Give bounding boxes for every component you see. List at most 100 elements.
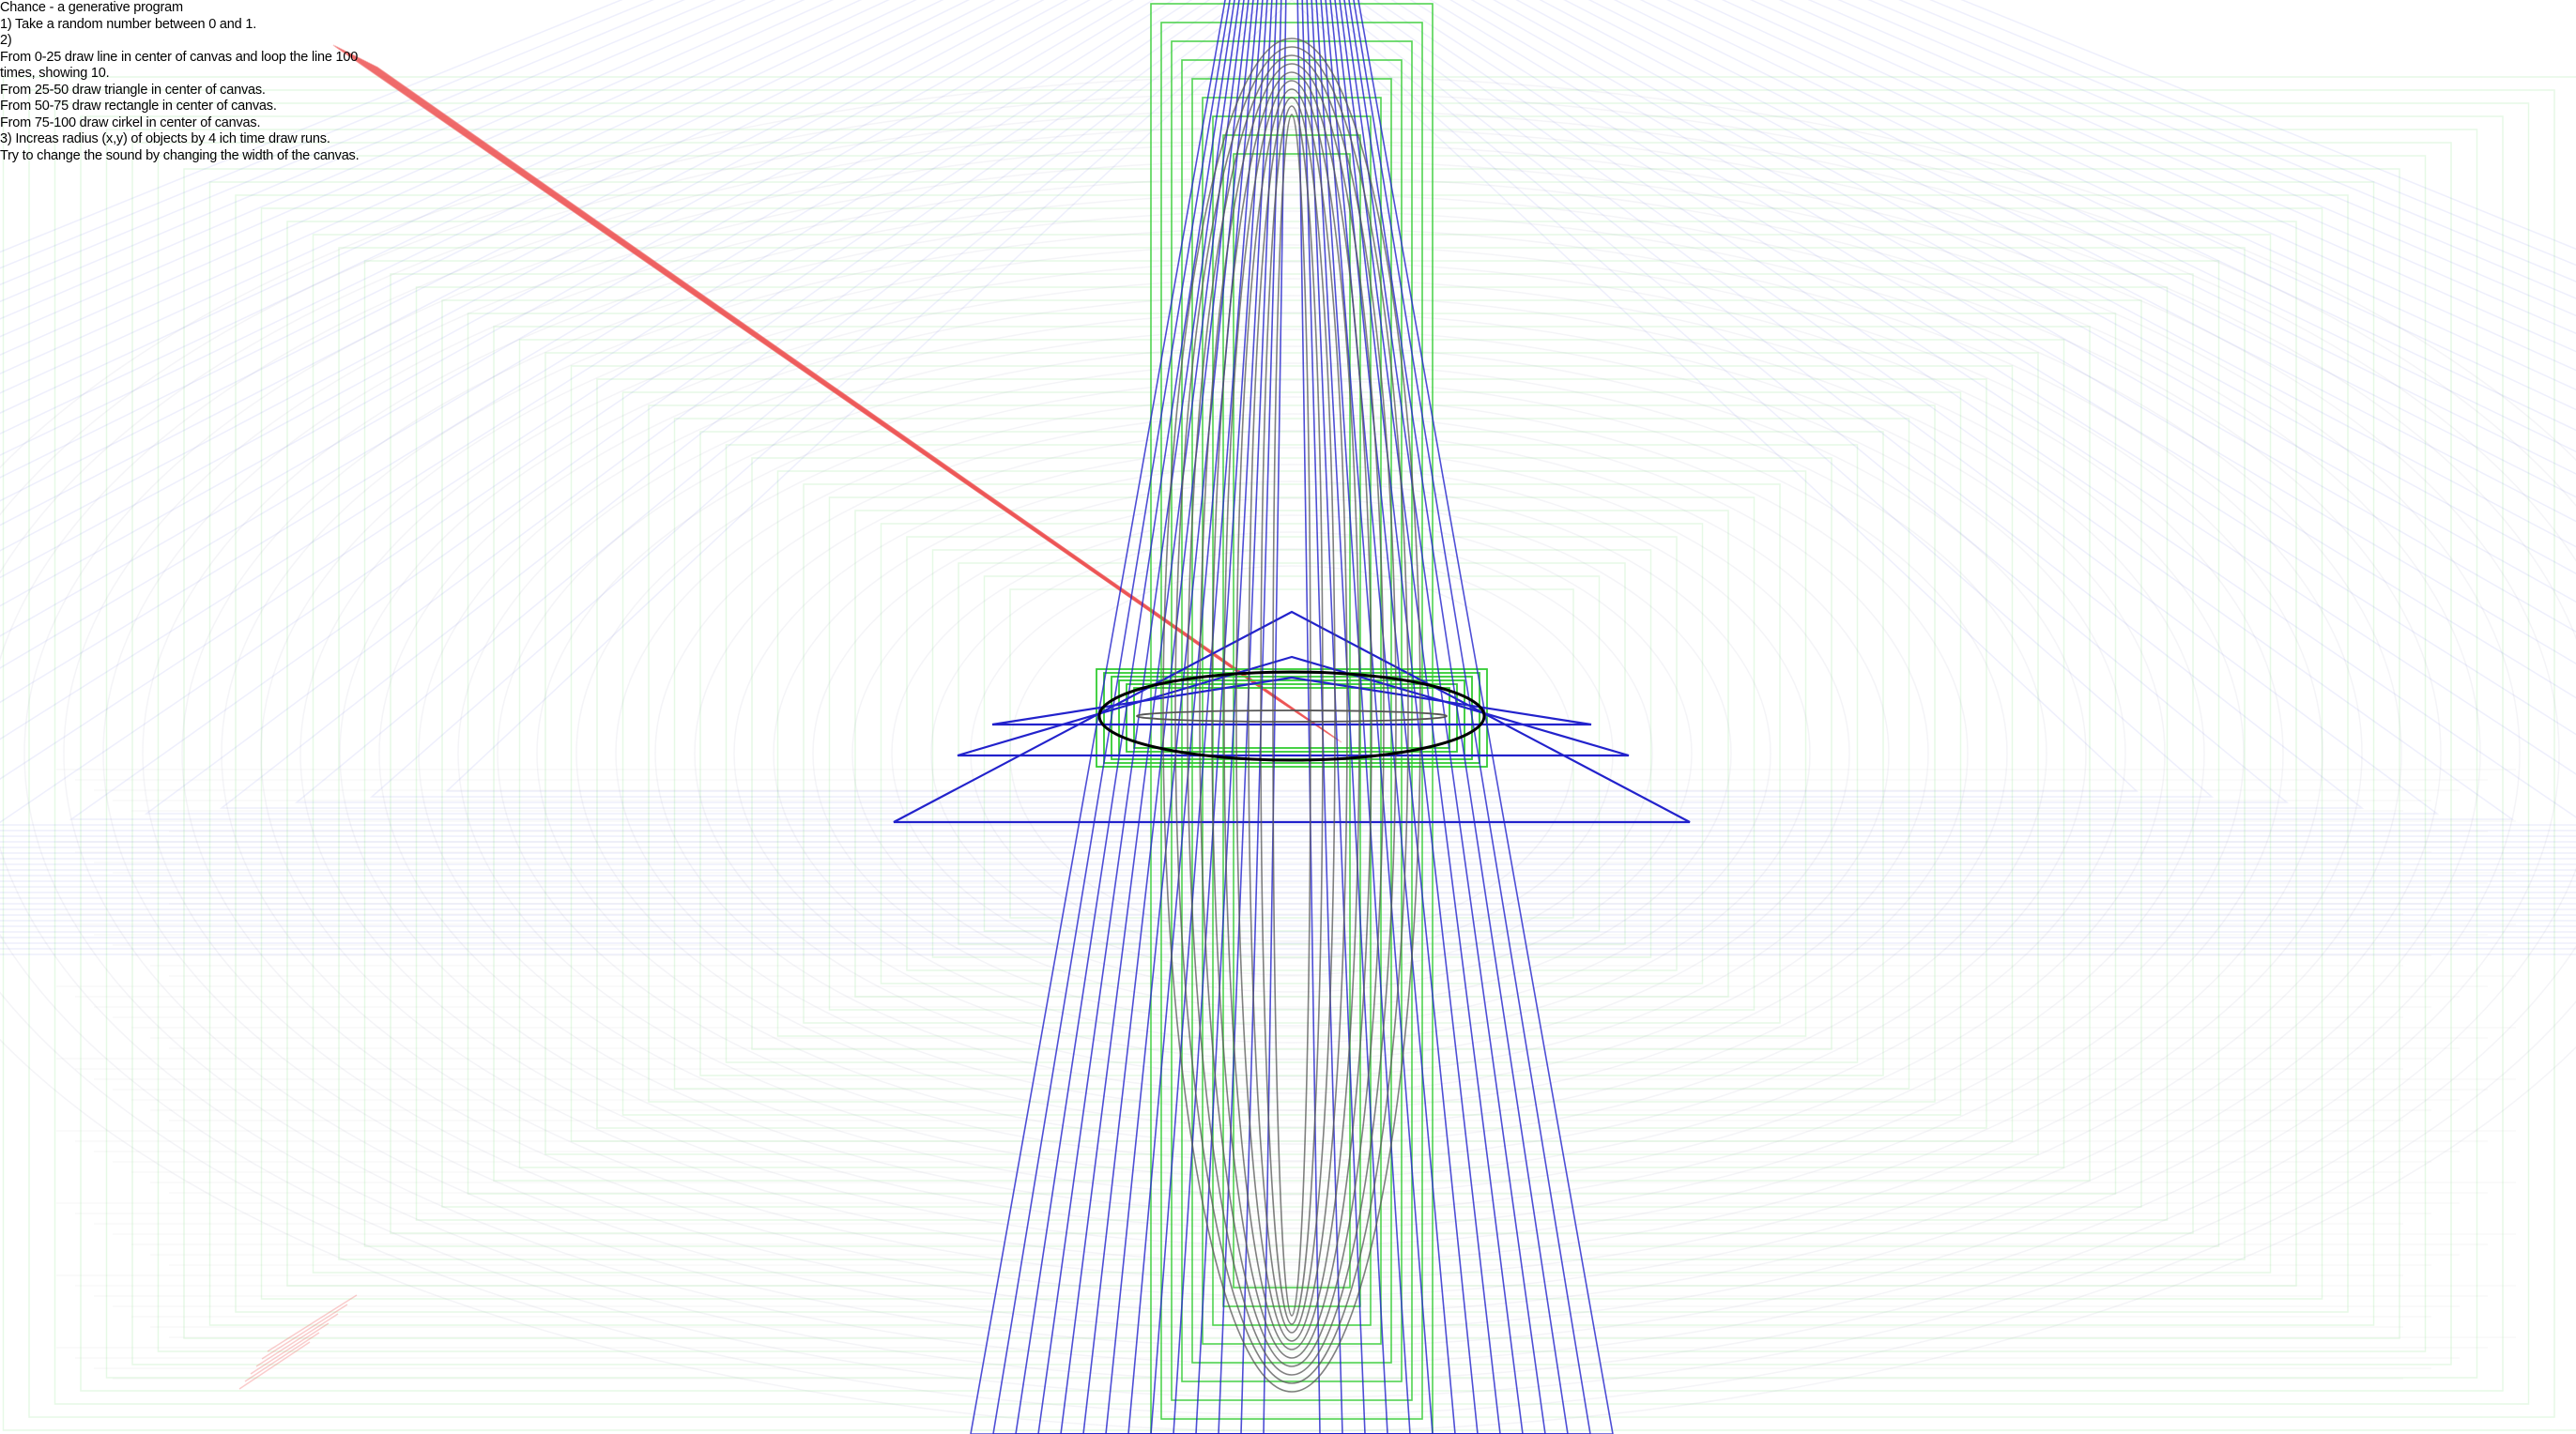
faded-triangle xyxy=(0,0,2576,938)
red-line xyxy=(267,1294,358,1352)
blue-triangle xyxy=(1082,0,1501,1434)
grey-ellipse xyxy=(1199,63,1385,1367)
grey-ellipse xyxy=(1235,88,1348,1342)
faded-triangle xyxy=(0,0,2576,837)
instructions-hint: Try to change the sound by changing the … xyxy=(0,147,360,163)
faded-triangle xyxy=(0,0,2576,927)
green-rectangle xyxy=(1133,687,1450,749)
faded-rectangle xyxy=(54,102,2530,1405)
faded-rectangle xyxy=(467,313,2117,1195)
faded-rectangle xyxy=(363,260,2220,1247)
red-line xyxy=(370,63,1334,738)
faded-rectangle xyxy=(80,115,2504,1392)
green-rectangle xyxy=(1171,40,1413,1401)
red-line xyxy=(360,58,1320,728)
faded-triangle xyxy=(0,0,2576,910)
faded-ellipse xyxy=(142,193,2442,1314)
red-line xyxy=(345,51,1297,713)
faded-ellipse xyxy=(970,548,1614,959)
faded-rectangle xyxy=(518,339,2065,1168)
blue-triangle xyxy=(957,655,1630,757)
faded-rectangle xyxy=(1009,588,1574,919)
faded-rectangle xyxy=(2,76,2576,1431)
instructions-step-2a: From 0-25 draw line in center of canvas … xyxy=(0,49,359,82)
faded-triangle xyxy=(0,0,2576,871)
faded-rectangle xyxy=(286,221,2297,1287)
blue-triangle xyxy=(1195,0,1388,1434)
red-line-stack xyxy=(238,44,1342,1390)
red-line xyxy=(250,1322,330,1375)
faded-ellipse xyxy=(694,430,1890,1077)
faded-rectangle xyxy=(260,207,2323,1300)
grey-ellipse xyxy=(1162,38,1421,1393)
faded-ellipse xyxy=(378,295,2205,1213)
faded-rectangle xyxy=(544,352,2039,1155)
faded-triangle xyxy=(0,0,2576,848)
grey-ellipse xyxy=(1223,80,1360,1350)
faded-rectangle xyxy=(28,89,2555,1418)
faded-ellipse xyxy=(891,514,1693,993)
red-line xyxy=(359,57,1317,726)
current-shapes-layer xyxy=(1097,670,1486,762)
red-line xyxy=(347,52,1300,715)
faded-ellipse xyxy=(851,497,1732,1010)
faded-rectangle xyxy=(183,168,2400,1339)
faded-ellipse xyxy=(615,396,1969,1111)
faded-triangle xyxy=(445,0,2139,792)
red-line xyxy=(366,61,1328,734)
blue-triangle xyxy=(1105,0,1479,1434)
grey-ellipse xyxy=(1260,105,1324,1325)
faded-triangle xyxy=(0,0,2576,899)
faded-rectangle xyxy=(776,470,1807,1037)
faded-triangle xyxy=(144,0,2440,815)
current-ellipse xyxy=(1097,670,1486,762)
blue-triangle xyxy=(970,0,1614,1434)
faded-triangle xyxy=(0,0,2576,916)
red-line xyxy=(372,64,1337,740)
red-line xyxy=(332,44,1278,700)
green-rectangle xyxy=(1096,668,1488,768)
faded-rectangle xyxy=(157,155,2427,1352)
blue-triangle xyxy=(991,676,1592,726)
faded-triangle xyxy=(0,0,2576,893)
faded-ellipse xyxy=(930,531,1653,976)
grey-ellipse xyxy=(1187,54,1397,1376)
faded-ellipse xyxy=(812,481,1771,1027)
blue-triangle xyxy=(1263,0,1321,1434)
faded-triangle xyxy=(0,0,2576,831)
red-line xyxy=(349,53,1303,717)
faded-triangle xyxy=(0,0,2576,933)
faded-rectangle xyxy=(699,431,1884,1076)
faded-rectangle xyxy=(906,536,1678,971)
faded-triangle xyxy=(219,0,2365,809)
faded-triangle xyxy=(0,0,2576,882)
red-line xyxy=(374,65,1340,741)
red-line xyxy=(255,1313,339,1367)
faded-ellipse xyxy=(0,109,2576,1398)
faded-rectangle xyxy=(338,247,2246,1260)
faded-triangle xyxy=(0,0,2576,950)
instructions-title: Chance - a generative program xyxy=(0,0,183,15)
grey-ellipse xyxy=(1174,46,1409,1384)
current-flat-ellipse xyxy=(1136,709,1448,723)
blue-triangle xyxy=(1150,0,1434,1434)
faded-triangle xyxy=(0,0,2576,843)
red-line xyxy=(351,53,1306,719)
faded-triangle xyxy=(0,0,2576,955)
blue-triangle xyxy=(1127,0,1456,1434)
instructions-step-1: 1) Take a random number between 0 and 1. xyxy=(0,16,257,32)
faded-triangle xyxy=(0,0,2576,922)
faded-rectangle xyxy=(828,496,1756,1011)
faded-rectangle xyxy=(493,326,2091,1182)
faded-ellipse xyxy=(418,312,2166,1196)
faded-ellipse xyxy=(0,92,2576,1415)
faded-ellipse xyxy=(497,345,2087,1162)
faded-ellipse xyxy=(654,413,1929,1094)
blue-triangle xyxy=(893,610,1691,824)
faded-ellipse xyxy=(102,176,2481,1331)
faded-rectangle xyxy=(751,457,1832,1050)
instructions-step-2: 2) xyxy=(0,33,12,48)
faded-ellipse xyxy=(536,362,2047,1145)
